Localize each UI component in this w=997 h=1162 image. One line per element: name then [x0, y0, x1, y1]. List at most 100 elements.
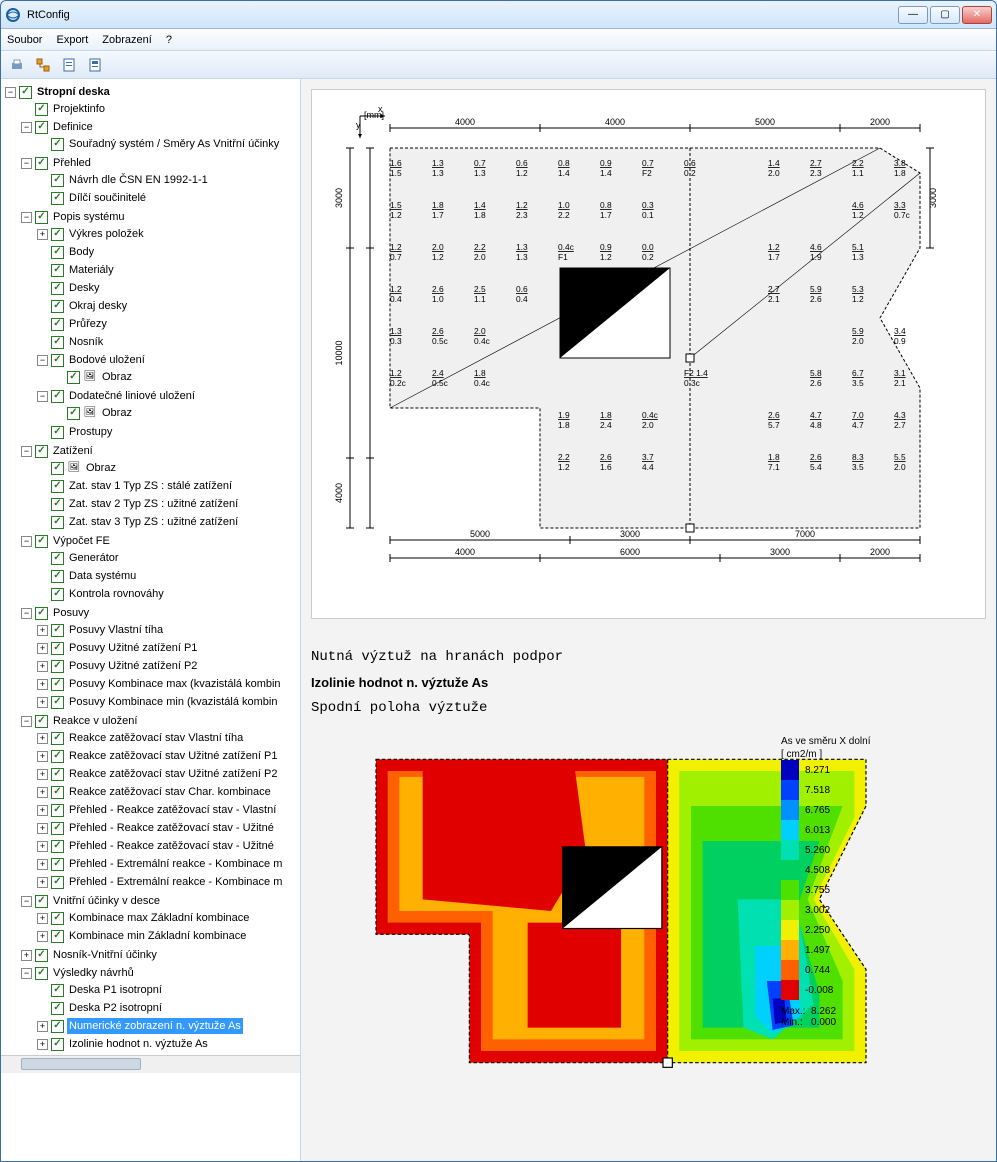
collapse-icon[interactable]: − — [21, 716, 32, 727]
tree-item[interactable]: +Výkres položek — [37, 226, 300, 242]
tree-item[interactable]: −Stropní deska — [5, 84, 300, 100]
expand-icon[interactable]: + — [37, 751, 48, 762]
tree-item[interactable]: +Posuvy Užitné zatížení P2 — [37, 658, 300, 674]
tree-item[interactable]: +Posuvy Kombinace max (kvazistálá kombin — [37, 676, 300, 692]
checkbox-icon[interactable] — [35, 535, 48, 548]
tree-item[interactable]: −Posuvy — [21, 605, 300, 621]
tree-item[interactable]: +Izolinie hodnot n. výztuže As — [37, 1036, 300, 1052]
collapse-icon[interactable]: − — [21, 212, 32, 223]
tree-item[interactable]: −Vnitřní účinky v desce — [21, 893, 300, 909]
checkbox-icon[interactable] — [51, 228, 64, 241]
tree-item[interactable]: Průřezy — [37, 316, 300, 332]
tree-item[interactable]: +Přehled - Extremální reakce - Kombinace… — [37, 856, 300, 872]
checkbox-icon[interactable] — [51, 822, 64, 835]
tree-item[interactable]: +Přehled - Extremální reakce - Kombinace… — [37, 874, 300, 890]
tree-item[interactable]: +Kombinace min Základní kombinace — [37, 928, 300, 944]
checkbox-icon[interactable] — [35, 607, 48, 620]
tree-item[interactable]: Deska P1 isotropní — [37, 982, 300, 998]
collapse-icon[interactable]: − — [21, 968, 32, 979]
checkbox-icon[interactable] — [51, 246, 64, 259]
checkbox-icon[interactable] — [35, 211, 48, 224]
tree-item[interactable]: Projektinfo — [21, 101, 300, 117]
close-button[interactable]: ✕ — [962, 6, 992, 24]
menu-file[interactable]: Soubor — [7, 34, 42, 46]
checkbox-icon[interactable] — [35, 445, 48, 458]
checkbox-icon[interactable] — [51, 804, 64, 817]
checkbox-icon[interactable] — [51, 282, 64, 295]
checkbox-icon[interactable] — [35, 967, 48, 980]
checkbox-icon[interactable] — [51, 516, 64, 529]
tree-item[interactable]: Deska P2 isotropní — [37, 1000, 300, 1016]
checkbox-icon[interactable] — [51, 876, 64, 889]
checkbox-icon[interactable] — [67, 407, 80, 420]
tree-item[interactable]: −Výsledky návrhů — [21, 965, 300, 981]
checkbox-icon[interactable] — [51, 678, 64, 691]
checkbox-icon[interactable] — [51, 642, 64, 655]
minimize-button[interactable]: — — [898, 6, 928, 24]
expand-icon[interactable]: + — [37, 931, 48, 942]
checkbox-icon[interactable] — [51, 390, 64, 403]
checkbox-icon[interactable] — [51, 264, 64, 277]
checkbox-icon[interactable] — [51, 696, 64, 709]
tree-item[interactable]: −Přehled — [21, 155, 300, 171]
checkbox-icon[interactable] — [51, 426, 64, 439]
checkbox-icon[interactable] — [51, 552, 64, 565]
expand-icon[interactable]: + — [37, 1021, 48, 1032]
tree-item[interactable]: +Numerické zobrazení n. výztuže As — [37, 1018, 300, 1034]
checkbox-icon[interactable] — [51, 192, 64, 205]
expand-icon[interactable]: + — [37, 805, 48, 816]
checkbox-icon[interactable] — [51, 1038, 64, 1051]
expand-icon[interactable]: + — [37, 229, 48, 240]
checkbox-icon[interactable] — [51, 300, 64, 313]
tree-item[interactable]: Body — [37, 244, 300, 260]
toolbar-print-icon[interactable] — [7, 55, 27, 75]
tree-item[interactable]: Zat. stav 1 Typ ZS : stálé zatížení — [37, 478, 300, 494]
toolbar-doc2-icon[interactable] — [85, 55, 105, 75]
tree-item[interactable]: −Popis systému — [21, 209, 300, 225]
checkbox-icon[interactable] — [51, 984, 64, 997]
checkbox-icon[interactable] — [51, 732, 64, 745]
checkbox-icon[interactable] — [35, 121, 48, 134]
checkbox-icon[interactable] — [51, 138, 64, 151]
tree-hscroll[interactable] — [1, 1055, 300, 1073]
tree-item[interactable]: Prostupy — [37, 424, 300, 440]
tree-item[interactable]: +Reakce zatěžovací stav Char. kombinace — [37, 784, 300, 800]
tree-item[interactable]: Souřadný systém / Směry As Vnitřní účink… — [37, 136, 300, 152]
tree-item[interactable]: Dílčí součinitelé — [37, 190, 300, 206]
expand-icon[interactable]: + — [21, 950, 32, 961]
checkbox-icon[interactable] — [51, 354, 64, 367]
tree-item[interactable]: +Posuvy Vlastní tíha — [37, 622, 300, 638]
tree-item[interactable]: +Nosník-Vnitřní účinky — [21, 947, 300, 963]
menu-help[interactable]: ? — [166, 34, 172, 46]
checkbox-icon[interactable] — [19, 86, 32, 99]
checkbox-icon[interactable] — [35, 103, 48, 116]
tree-item[interactable]: −Definice — [21, 119, 300, 135]
checkbox-icon[interactable] — [51, 1020, 64, 1033]
tree-item[interactable]: −Zatížení — [21, 443, 300, 459]
tree-item[interactable]: Nosník — [37, 334, 300, 350]
expand-icon[interactable]: + — [37, 787, 48, 798]
menu-view[interactable]: Zobrazení — [102, 34, 152, 46]
checkbox-icon[interactable] — [51, 336, 64, 349]
tree-item[interactable]: +Reakce zatěžovací stav Užitné zatížení … — [37, 766, 300, 782]
menu-export[interactable]: Export — [56, 34, 88, 46]
tree-item[interactable]: +Přehled - Reakce zatěžovací stav - Vlas… — [37, 802, 300, 818]
collapse-icon[interactable]: − — [21, 896, 32, 907]
expand-icon[interactable]: + — [37, 769, 48, 780]
content-pane[interactable]: [mm]xy4000400050002000500030007000400060… — [301, 79, 996, 1161]
checkbox-icon[interactable] — [51, 624, 64, 637]
collapse-icon[interactable]: − — [5, 87, 16, 98]
collapse-icon[interactable]: − — [21, 446, 32, 457]
tree-item[interactable]: +Přehled - Reakce zatěžovací stav - Užit… — [37, 820, 300, 836]
expand-icon[interactable]: + — [37, 1039, 48, 1050]
checkbox-icon[interactable] — [51, 840, 64, 853]
tree-item[interactable]: Okraj desky — [37, 298, 300, 314]
checkbox-icon[interactable] — [35, 895, 48, 908]
checkbox-icon[interactable] — [51, 1002, 64, 1015]
tree-item[interactable]: −Výpočet FE — [21, 533, 300, 549]
expand-icon[interactable]: + — [37, 823, 48, 834]
tree-item[interactable]: 🖼Obraz — [53, 369, 300, 385]
collapse-icon[interactable]: − — [21, 536, 32, 547]
checkbox-icon[interactable] — [51, 498, 64, 511]
checkbox-icon[interactable] — [51, 786, 64, 799]
